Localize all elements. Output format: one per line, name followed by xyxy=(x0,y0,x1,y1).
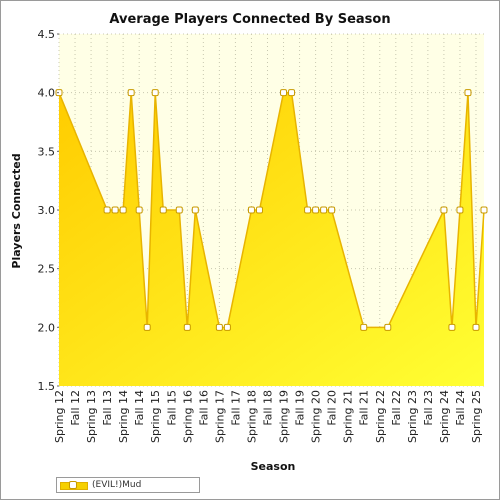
data-point xyxy=(103,206,111,214)
x-axis-label: Season xyxy=(251,460,296,473)
x-tick-label: Fall 22 xyxy=(390,390,403,426)
data-point xyxy=(255,206,263,214)
x-tick-label: Fall 14 xyxy=(133,390,146,426)
data-point xyxy=(464,89,472,97)
y-axis-ticks: 1.5 2.0 2.5 3.0 3.5 4.0 4.5 xyxy=(38,28,59,393)
x-tick-label: Fall 13 xyxy=(101,390,114,426)
x-tick-label: Fall 12 xyxy=(69,390,82,426)
chart-title: Average Players Connected By Season xyxy=(109,12,390,27)
y-tick-label: 2.5 xyxy=(38,263,56,276)
data-point xyxy=(127,89,135,97)
x-tick-label: Spring 20 xyxy=(310,390,323,443)
x-tick-label: Spring 18 xyxy=(245,390,258,443)
x-tick-label: Spring 15 xyxy=(149,390,162,443)
x-tick-label: Spring 19 xyxy=(278,390,291,443)
data-point xyxy=(151,89,159,97)
series-points xyxy=(55,89,488,331)
series-line xyxy=(58,91,485,329)
series-area xyxy=(59,92,484,387)
x-tick-label: Spring 13 xyxy=(85,390,98,443)
x-tick-label: Fall 15 xyxy=(165,390,178,426)
data-point xyxy=(135,206,143,214)
data-point xyxy=(111,206,119,214)
x-tick-label: Fall 17 xyxy=(229,390,242,426)
x-tick-label: Spring 17 xyxy=(213,390,226,443)
x-axis-ticks: Spring 12 Fall 12 Spring 13 Fall 13 Spring 1… xyxy=(53,390,483,443)
y-tick-label: 2.0 xyxy=(38,321,56,334)
y-tick-label: 4.5 xyxy=(38,28,56,41)
x-tick-label: Spring 25 xyxy=(470,390,483,443)
data-point xyxy=(183,323,191,331)
data-point xyxy=(175,206,183,214)
data-point xyxy=(440,206,448,214)
data-point xyxy=(328,206,336,214)
data-point xyxy=(247,206,255,214)
data-point xyxy=(280,89,288,97)
y-tick-label: 4.0 xyxy=(38,87,56,100)
data-point xyxy=(384,323,392,331)
data-point xyxy=(215,323,223,331)
data-point xyxy=(143,323,151,331)
x-tick-label: Spring 24 xyxy=(438,390,451,443)
data-point xyxy=(304,206,312,214)
x-tick-label: Spring 22 xyxy=(374,390,387,443)
x-tick-label: Spring 23 xyxy=(406,390,419,443)
legend-swatch xyxy=(60,478,88,492)
y-tick-label: 3.5 xyxy=(38,145,56,158)
y-tick-label: 1.5 xyxy=(38,380,56,393)
legend: (EVIL!)Mud xyxy=(56,477,200,493)
data-point xyxy=(472,323,480,331)
y-axis-label: Players Connected xyxy=(10,153,23,268)
data-point xyxy=(119,206,127,214)
x-tick-label: Fall 20 xyxy=(326,390,339,426)
x-tick-label: Spring 16 xyxy=(181,390,194,443)
x-tick-label: Spring 14 xyxy=(117,390,130,443)
x-tick-label: Fall 21 xyxy=(358,390,371,426)
legend-label-evil-mud: (EVIL!)Mud xyxy=(92,480,142,490)
x-tick-label: Fall 18 xyxy=(261,390,274,426)
x-tick-label: Spring 21 xyxy=(342,390,355,443)
data-point xyxy=(448,323,456,331)
data-point xyxy=(480,206,488,214)
legend-marker-icon xyxy=(69,481,77,489)
x-tick-label: Spring 12 xyxy=(53,390,66,443)
data-point xyxy=(159,206,167,214)
y-tick-label: 3.0 xyxy=(38,204,56,217)
x-tick-label: Fall 16 xyxy=(197,390,210,426)
x-tick-label: Fall 23 xyxy=(422,390,435,426)
x-tick-label: Fall 24 xyxy=(454,390,467,426)
data-point xyxy=(223,323,231,331)
data-point xyxy=(360,323,368,331)
data-point xyxy=(288,89,296,97)
data-point xyxy=(191,206,199,214)
data-point xyxy=(456,206,464,214)
x-tick-label: Fall 19 xyxy=(294,390,307,426)
data-point xyxy=(312,206,320,214)
data-point xyxy=(320,206,328,214)
